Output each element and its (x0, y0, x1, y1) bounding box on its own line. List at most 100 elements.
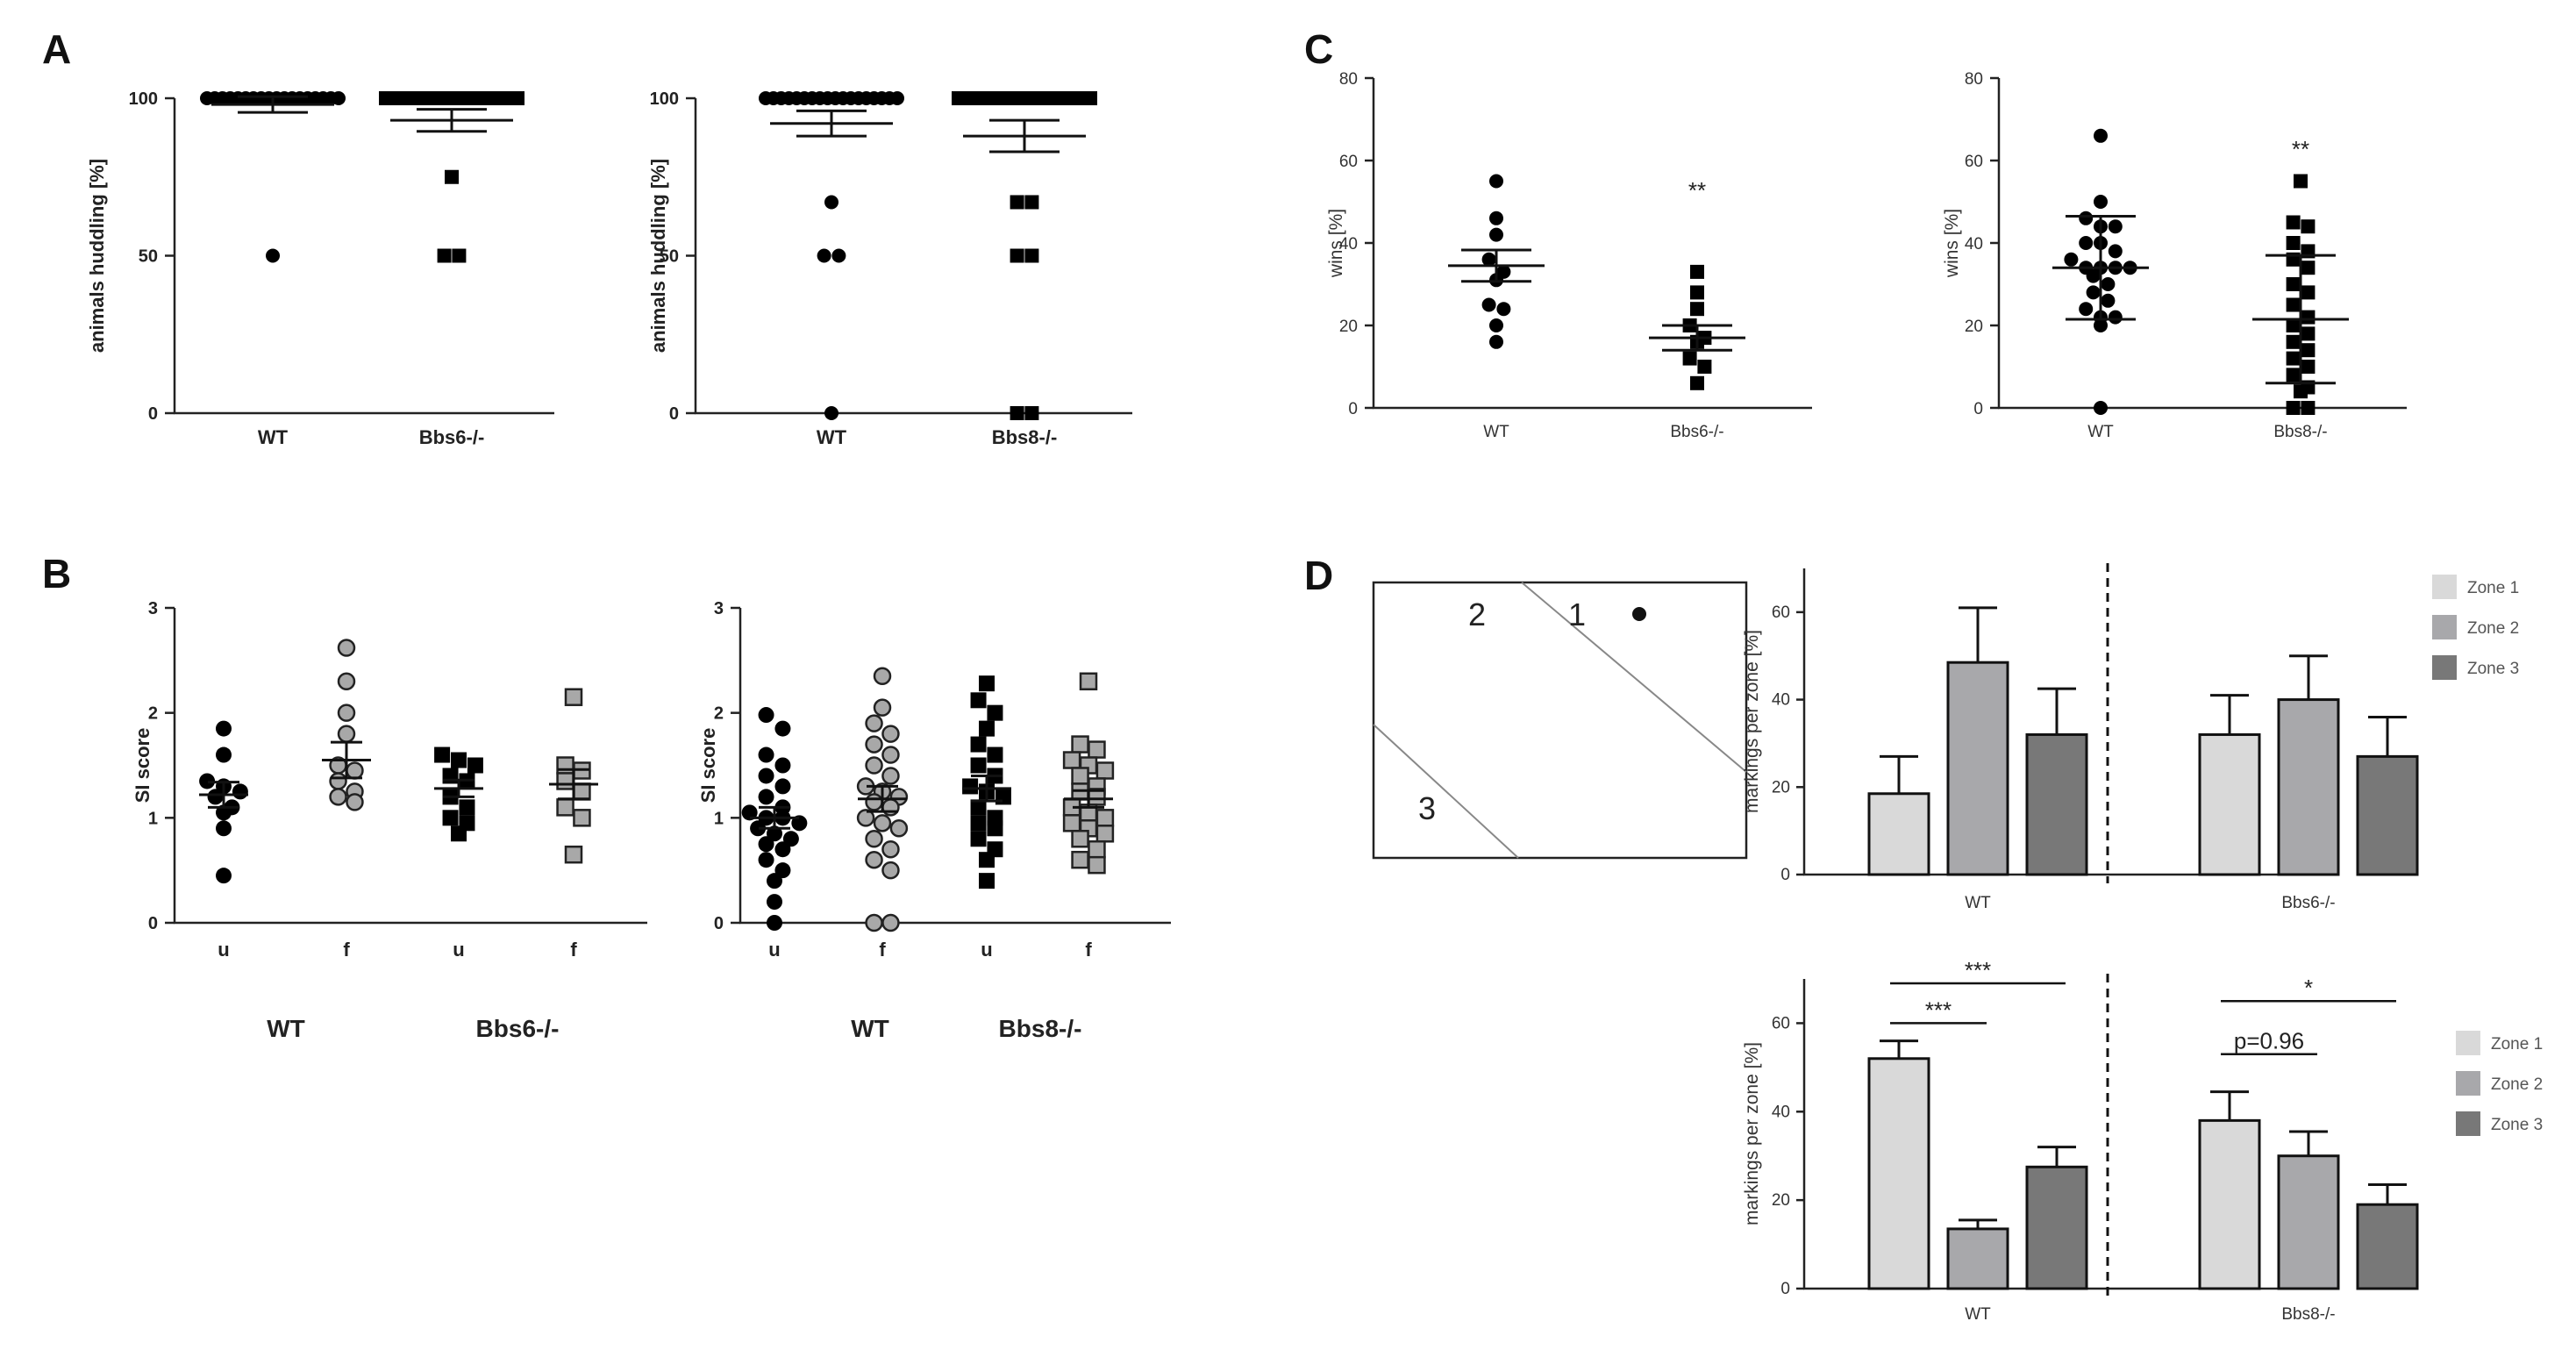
bar (1867, 792, 1930, 876)
data-point (881, 861, 900, 880)
data-point (1062, 751, 1081, 769)
data-point (216, 868, 232, 884)
data-point (2294, 174, 2308, 189)
data-point (856, 809, 875, 827)
x-category-label: f (343, 939, 350, 961)
data-point (962, 778, 979, 795)
significance-label: * (2304, 975, 2313, 1001)
y-tick-label: 0 (669, 404, 679, 424)
data-point (452, 248, 467, 263)
chart-c1: 0 20 40 60 80 wins [%] WT Bbs6-/- ** (1326, 70, 1812, 441)
data-point (216, 720, 232, 737)
data-point (1489, 227, 1503, 242)
data-point (2108, 219, 2123, 234)
data-point (881, 746, 900, 764)
legend-label: Zone 3 (2491, 1116, 2543, 1134)
series-bbs8-f (1062, 672, 1115, 875)
x-category-label: u (981, 939, 992, 961)
zone-arena (1372, 581, 1748, 860)
data-point (865, 735, 883, 754)
data-point (564, 688, 583, 706)
panel-letter-c: C (1304, 26, 1333, 72)
data-point (2286, 368, 2301, 382)
x-category-label: Bbs8-/- (992, 426, 1058, 448)
data-point (758, 746, 774, 763)
y-axis-label: wins [%] (1942, 209, 1962, 278)
data-point (346, 761, 364, 780)
x-category-label: u (768, 939, 780, 961)
series-bbs6-f (549, 688, 598, 864)
data-point (442, 810, 459, 826)
y-tick-label: 2 (714, 704, 724, 724)
y-axis-label: markings per zone [%] (1742, 630, 1762, 813)
group-label: Bbs6-/- (476, 1015, 560, 1042)
data-point (1489, 174, 1503, 189)
series-wt-f (856, 667, 909, 932)
x-category-label: Bbs6-/- (1670, 423, 1723, 441)
data-point (2286, 236, 2301, 250)
legend-swatch (2456, 1071, 2480, 1096)
data-point (451, 825, 467, 842)
data-point (1079, 672, 1098, 691)
data-point (2101, 293, 2116, 308)
data-point (329, 772, 347, 790)
group-label: Bbs8-/- (2281, 1305, 2335, 1324)
y-tick-label: 0 (148, 914, 158, 933)
chart-c2: 0 20 40 60 80 wins [%] WT Bbs8-/- ** (1942, 70, 2407, 441)
data-point (2301, 326, 2316, 341)
data-point (881, 725, 900, 743)
data-point (1062, 814, 1081, 832)
legend-label: Zone 3 (2467, 660, 2519, 678)
data-point (979, 852, 995, 868)
data-point (970, 757, 987, 774)
data-point (1010, 406, 1024, 420)
x-category-label: u (218, 939, 229, 961)
y-tick-label: 80 (1965, 70, 1983, 89)
data-point (232, 783, 248, 800)
data-point (1496, 302, 1511, 317)
x-category-label: f (570, 939, 577, 961)
x-category-label: f (1085, 939, 1092, 961)
data-point (2286, 215, 2301, 230)
data-point (2301, 285, 2316, 300)
y-axis-label: SI score (132, 728, 153, 804)
data-point (767, 915, 782, 931)
series-bbs8-u (962, 675, 1011, 889)
data-point (1071, 830, 1089, 848)
data-point (865, 913, 883, 932)
data-point (329, 788, 347, 806)
group-label: WT (851, 1015, 889, 1042)
data-point (970, 799, 987, 816)
significance-label: *** (1925, 996, 1952, 1023)
data-point (1088, 839, 1106, 859)
zone-divider-2 (1373, 724, 1519, 859)
panel-letter-b: B (42, 551, 71, 596)
data-point (467, 757, 483, 774)
data-point (865, 830, 883, 848)
significance-label: ** (2292, 136, 2309, 162)
data-point (774, 720, 791, 737)
data-point (2079, 302, 2094, 317)
data-point (979, 720, 995, 737)
series-wt-u (199, 720, 248, 884)
y-tick-label: 40 (1772, 691, 1790, 710)
data-point (767, 894, 782, 911)
legend-label: Zone 2 (2467, 619, 2519, 638)
x-category-label: u (453, 939, 464, 961)
series-bbs6- (1649, 264, 1745, 390)
data-point (2294, 384, 2308, 399)
data-point (824, 406, 838, 420)
group-label: WT (267, 1015, 305, 1042)
bar (2356, 1203, 2419, 1290)
data-point (1690, 302, 1704, 317)
data-point (1095, 825, 1115, 843)
data-point (987, 746, 1003, 763)
bar (2198, 1118, 2261, 1290)
legend-swatch (2432, 575, 2457, 599)
data-point (774, 778, 791, 795)
data-point (1010, 248, 1024, 263)
data-point (758, 707, 774, 724)
data-point (2079, 236, 2094, 250)
data-point (865, 756, 883, 775)
group-label: Bbs8-/- (999, 1015, 1082, 1042)
